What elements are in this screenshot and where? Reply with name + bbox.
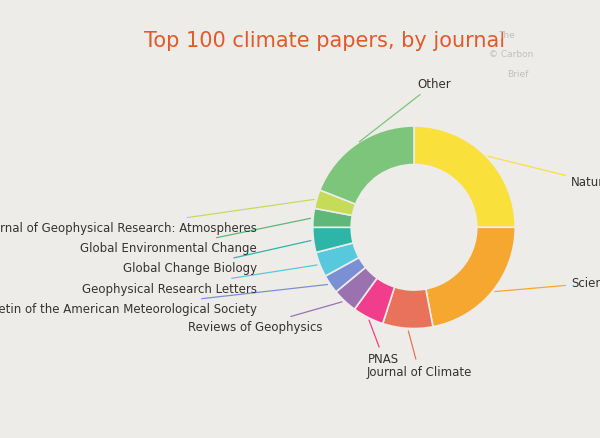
Wedge shape <box>383 287 433 329</box>
Wedge shape <box>336 268 377 310</box>
Wedge shape <box>316 244 359 276</box>
Wedge shape <box>426 228 515 327</box>
Wedge shape <box>314 191 356 216</box>
Text: Global Environmental Change: Global Environmental Change <box>80 219 310 254</box>
Text: Geophysical Research Letters: Geophysical Research Letters <box>82 265 317 295</box>
Text: The: The <box>498 31 515 40</box>
Text: Bulletin of the American Meteorological Society: Bulletin of the American Meteorological … <box>0 285 328 315</box>
Text: Other: Other <box>359 78 451 142</box>
Text: Journal of Climate: Journal of Climate <box>367 331 472 378</box>
Text: Reviews of Geophysics: Reviews of Geophysics <box>188 302 342 333</box>
Text: PNAS: PNAS <box>368 320 399 366</box>
Text: Science: Science <box>495 277 600 292</box>
Text: Top 100 climate papers, by journal: Top 100 climate papers, by journal <box>144 31 505 51</box>
Text: Nature: Nature <box>488 157 600 189</box>
Text: Brief: Brief <box>507 70 529 79</box>
Text: © Carbon: © Carbon <box>489 50 533 60</box>
Wedge shape <box>414 127 515 228</box>
Wedge shape <box>313 228 353 253</box>
Wedge shape <box>313 209 352 228</box>
Wedge shape <box>325 258 365 292</box>
Wedge shape <box>355 279 395 324</box>
Text: Journal of Geophysical Research: Atmospheres: Journal of Geophysical Research: Atmosph… <box>0 200 314 234</box>
Wedge shape <box>320 127 414 205</box>
Text: Global Change Biology: Global Change Biology <box>123 241 311 275</box>
